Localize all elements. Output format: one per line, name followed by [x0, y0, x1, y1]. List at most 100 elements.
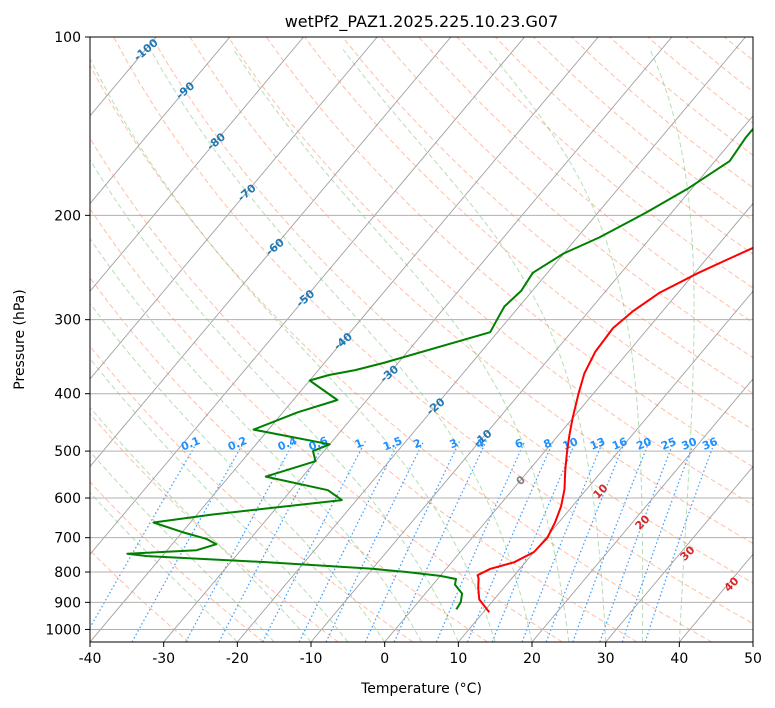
dry-adiabat	[151, 37, 753, 584]
dry-adiabat	[113, 37, 753, 625]
isotherm-line	[310, 115, 753, 642]
mixing-ratio-line	[364, 440, 461, 642]
mixing-ratio-line	[90, 440, 199, 629]
y-tick-label: 600	[54, 491, 81, 507]
dry-adiabat	[90, 413, 339, 642]
moist-adiabat	[233, 49, 570, 642]
isotherm-label: -100	[131, 36, 161, 64]
isotherm-line	[457, 290, 753, 642]
x-tick-label: 30	[597, 651, 615, 667]
mixing-ratio-line	[599, 440, 675, 642]
mixing-ratio-line	[621, 440, 696, 642]
isotherm-line	[752, 641, 753, 642]
x-tick-label: -30	[152, 651, 175, 667]
dry-adiabat	[90, 207, 563, 642]
dry-adiabat	[571, 37, 753, 189]
isotherm-line	[0, 37, 9, 642]
mixing-ratio-line	[572, 440, 651, 642]
dry-adiabat	[762, 37, 775, 642]
x-tick-label: 20	[523, 651, 541, 667]
y-axis: 100 200 300 400 500 600 700 800 900 1000	[45, 30, 90, 638]
dewpoint-profile	[126, 127, 753, 610]
dry-adiabat	[90, 276, 488, 642]
x-tick-label: -40	[79, 651, 102, 667]
isotherm-line	[163, 37, 673, 642]
moist-adiabat	[342, 49, 607, 642]
isotherm-line	[90, 37, 304, 292]
mixing-ratio-line	[185, 440, 296, 642]
moist-adiabat	[649, 49, 695, 642]
moist-adiabat	[149, 49, 533, 642]
x-tick-label: -10	[300, 651, 323, 667]
y-tick-label: 700	[54, 531, 81, 547]
mixing-ratio-label: 8	[542, 436, 554, 451]
x-tick-label: 0	[380, 651, 389, 667]
moist-adiabat	[90, 357, 349, 642]
moist-adiabat	[90, 302, 386, 642]
y-tick-label: 900	[54, 595, 81, 611]
moist-adiabat	[487, 49, 644, 642]
mixing-ratio-line	[325, 440, 425, 642]
mixing-ratio-label: 10	[561, 435, 580, 453]
mixing-ratio-label: 1	[353, 436, 365, 451]
y-tick-label: 500	[54, 444, 81, 460]
dry-adiabat	[723, 37, 753, 61]
mixing-ratio-label: 30	[680, 435, 699, 453]
y-tick-label: 1000	[45, 622, 81, 638]
chart-title: wetPf2_PAZ1.2025.225.10.23.G07	[285, 12, 559, 32]
isotherm-line	[236, 37, 746, 642]
dry-adiabat	[647, 37, 753, 124]
mixing-ratio-line	[298, 440, 400, 642]
isotherm-label: -70	[235, 181, 259, 204]
x-axis: -40 -30 -20 -10 0 10 20 30 40 50	[79, 642, 762, 667]
y-tick-label: 400	[54, 387, 81, 403]
moist-adiabat	[90, 158, 459, 642]
mixing-ratio-line	[262, 440, 367, 642]
dry-adiabat	[304, 37, 753, 431]
dry-adiabat	[227, 37, 753, 506]
mixing-ratio-label: 20	[634, 435, 653, 453]
mixing-ratio-line	[218, 440, 326, 642]
isotherm-label: -90	[174, 79, 198, 102]
temperature-profile	[476, 246, 753, 613]
isotherm-label: -40	[331, 330, 355, 353]
y-tick-label: 200	[54, 208, 81, 224]
isotherm-line	[90, 37, 231, 205]
moist-adiabat	[90, 450, 275, 642]
isotherm-label: -20	[424, 395, 448, 418]
dry-adiabat	[494, 37, 753, 255]
dry-adiabat	[456, 37, 753, 289]
y-tick-label: 100	[54, 30, 81, 46]
isotherm-line	[90, 37, 599, 642]
isotherm-label: -50	[294, 287, 318, 310]
dry-adiabat	[418, 37, 753, 324]
x-tick-label: -20	[226, 651, 249, 667]
isotherm-line	[90, 37, 452, 468]
dry-adiabat	[90, 64, 712, 642]
mixing-ratio-label: 25	[659, 435, 678, 453]
moist-adiabat-label: 30	[678, 543, 698, 563]
mixing-ratio-line	[393, 440, 488, 642]
dry-adiabat	[189, 37, 753, 545]
x-axis-label: Temperature (°C)	[360, 681, 482, 697]
plot-frame	[89, 36, 754, 643]
mixing-ratio-label: 16	[610, 435, 629, 453]
isotherm-label: -80	[204, 130, 228, 153]
isotherm-line	[90, 37, 525, 556]
mixing-ratio-label: 3	[448, 436, 460, 451]
mixing-ratio-label: 36	[700, 435, 719, 453]
x-tick-label: 10	[449, 651, 467, 667]
isotherm-line	[384, 202, 753, 642]
moist-adiabat	[90, 237, 422, 642]
y-tick-label: 800	[54, 565, 81, 581]
isotherm-line	[90, 37, 378, 380]
x-tick-label: 40	[670, 651, 688, 667]
mixing-ratio-line	[131, 440, 246, 642]
isotherm-label: -60	[263, 236, 287, 259]
y-axis-label: Pressure (hPa)	[12, 289, 28, 389]
moist-adiabat-label: 20	[633, 512, 653, 532]
isotherm-line	[605, 465, 753, 642]
mixing-ratio-line	[545, 440, 626, 642]
moist-adiabat-label: 40	[722, 574, 742, 594]
